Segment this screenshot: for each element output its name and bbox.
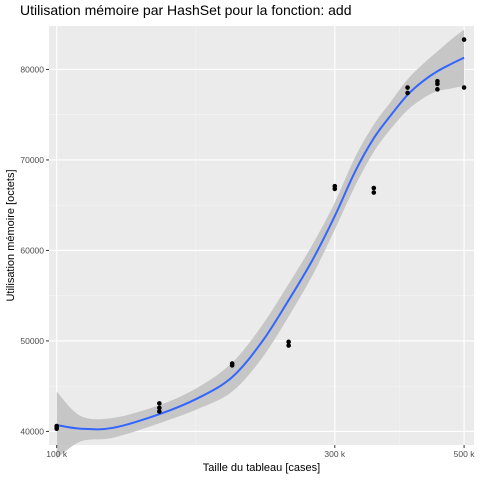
data-point <box>229 361 235 366</box>
y-tick-label: 80000 <box>20 64 44 74</box>
data-point <box>286 343 291 348</box>
y-tick-label: 70000 <box>20 155 44 165</box>
y-tick-labels: 40000 50000 60000 70000 80000 <box>20 64 44 436</box>
data-point <box>332 183 338 189</box>
data-point <box>405 90 410 96</box>
data-point <box>371 185 377 191</box>
data-point <box>157 405 162 411</box>
x-tick-labels: 100 k 300 k 500 k <box>46 449 475 459</box>
data-point <box>286 339 291 345</box>
data-point <box>157 401 162 406</box>
data-point <box>405 85 410 90</box>
y-tick-label: 50000 <box>20 336 44 346</box>
y-tick-label: 60000 <box>20 245 44 255</box>
x-tick-label: 500 k <box>454 449 476 459</box>
y-axis-label: Utilisation mémoire [octets] <box>5 169 17 301</box>
data-point <box>461 37 467 42</box>
data-point <box>461 85 467 90</box>
data-points <box>54 37 467 432</box>
x-tick-label: 300 k <box>324 449 346 459</box>
data-point <box>157 409 162 414</box>
y-tick-label: 40000 <box>20 426 44 436</box>
smooth-trend-line <box>56 56 465 431</box>
x-axis-label: Taille du tableau [cases] <box>203 462 320 474</box>
axis-ticks <box>46 68 465 448</box>
minor-gridlines <box>49 26 474 445</box>
data-point <box>54 423 60 429</box>
chart-title: Utilisation mémoire par HashSet pour la … <box>20 2 352 18</box>
data-point <box>435 87 440 92</box>
x-tick-label: 100 k <box>46 449 68 459</box>
confidence-band <box>56 29 465 459</box>
data-point <box>435 78 440 84</box>
data-point <box>371 190 377 195</box>
